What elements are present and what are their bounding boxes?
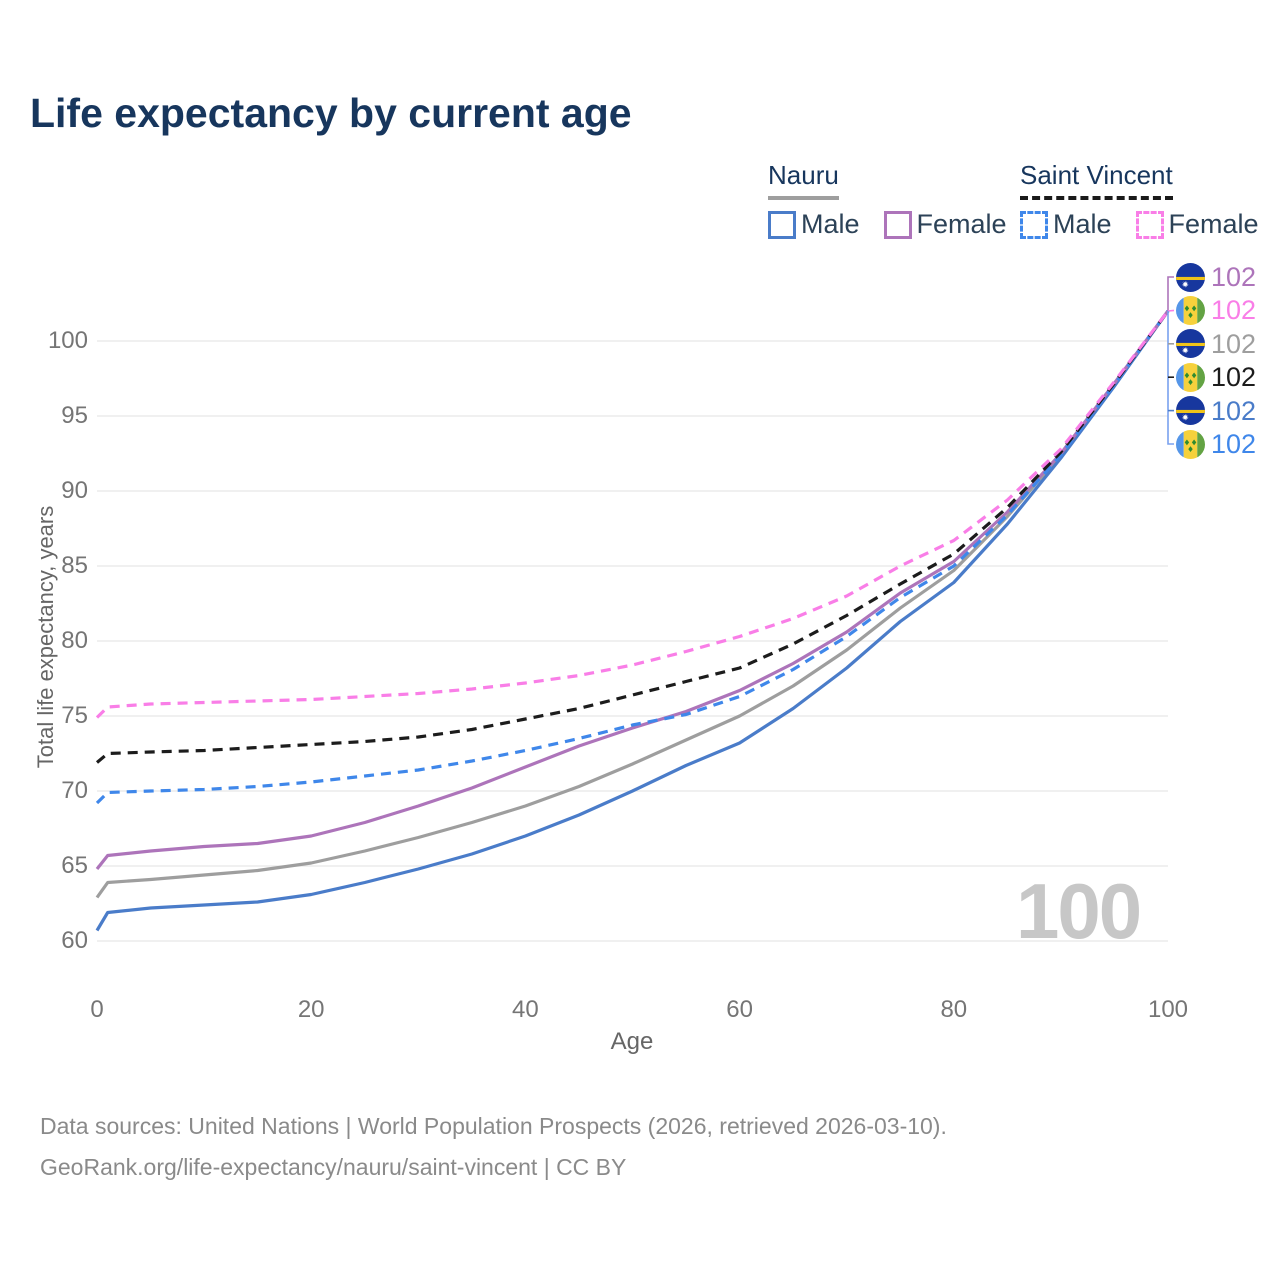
end-label-connector — [1167, 311, 1174, 445]
legend-items-saint-vincent: Male Female — [1020, 209, 1259, 240]
footer-attribution: GeoRank.org/life-expectancy/nauru/saint-… — [40, 1154, 627, 1180]
legend-label-saint-vincent-female[interactable]: Female — [1168, 209, 1259, 239]
x-tick-label: 0 — [90, 996, 104, 1023]
legend-group-saint-vincent: Saint Vincent Male Female — [1020, 160, 1259, 240]
legend: Nauru Male Female Saint Vincent Male Fem… — [0, 160, 1280, 250]
page-title: Life expectancy by current age — [30, 90, 632, 136]
x-tick-label: 40 — [512, 996, 539, 1023]
x-tick-label: 100 — [1147, 996, 1189, 1023]
series-line-nauru-female[interactable] — [95, 310, 1170, 870]
saint-vincent-male-swatch-icon[interactable] — [1020, 210, 1048, 239]
series-line-nauru-male[interactable] — [95, 310, 1170, 932]
footer-sources: Data sources: United Nations | World Pop… — [40, 1113, 947, 1139]
series-line-sv-female[interactable] — [95, 310, 1170, 719]
legend-items-nauru: Male Female — [768, 209, 1007, 240]
end-label-connector — [1167, 276, 1174, 311]
series-line-sv-total[interactable] — [95, 310, 1170, 764]
current-age-watermark: 100 — [1016, 867, 1142, 955]
nauru-male-swatch-icon[interactable] — [768, 210, 796, 239]
end-label-connector — [1167, 309, 1175, 312]
nauru-female-swatch-icon[interactable] — [883, 210, 912, 239]
y-tick-label: 95 — [61, 402, 88, 429]
y-tick-label: 75 — [61, 702, 88, 729]
series-line-nauru-total[interactable] — [95, 310, 1170, 899]
y-tick-label: 100 — [47, 327, 88, 354]
x-tick-label: 60 — [726, 996, 753, 1023]
series-line-sv-male[interactable] — [95, 310, 1170, 805]
x-tick-label: 80 — [940, 996, 968, 1023]
y-tick-label: 85 — [61, 552, 88, 579]
y-tick-label: 65 — [61, 852, 88, 879]
x-axis-title: Age — [610, 1028, 654, 1055]
footer: Data sources: United Nations | World Pop… — [40, 1106, 947, 1188]
saint-vincent-female-swatch-icon[interactable] — [1135, 210, 1164, 239]
legend-country-nauru[interactable]: Nauru — [768, 160, 839, 200]
legend-label-saint-vincent-male[interactable]: Male — [1053, 209, 1112, 239]
y-tick-label: 60 — [61, 927, 88, 954]
legend-label-nauru-female[interactable]: Female — [916, 209, 1007, 239]
legend-country-saint-vincent[interactable]: Saint Vincent — [1020, 160, 1173, 200]
legend-label-nauru-male[interactable]: Male — [801, 209, 860, 239]
legend-group-nauru: Nauru Male Female — [768, 160, 1007, 240]
y-tick-label: 90 — [61, 477, 88, 504]
y-tick-label: 80 — [61, 627, 88, 654]
x-tick-label: 20 — [297, 996, 325, 1023]
y-tick-label: 70 — [61, 777, 88, 804]
